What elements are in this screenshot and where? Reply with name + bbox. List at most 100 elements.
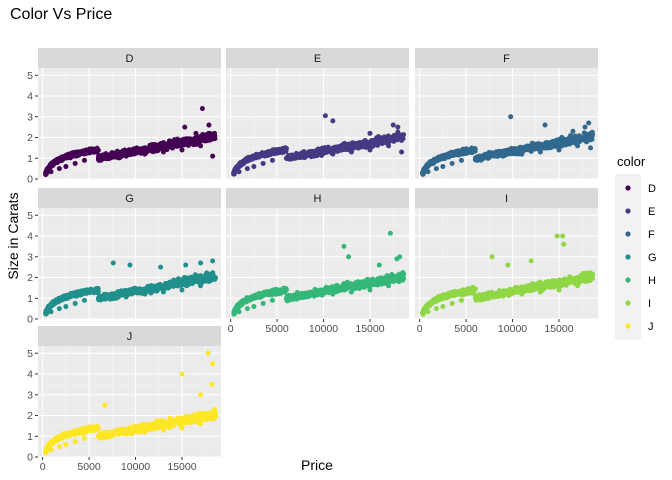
y-tick-label: 0	[27, 174, 33, 186]
point	[287, 154, 293, 160]
y-tick-label: 0	[27, 314, 33, 326]
point	[72, 300, 78, 306]
facet-panel-I: I0 5000 10000 15000	[415, 188, 598, 335]
point	[362, 138, 368, 144]
point	[142, 291, 148, 297]
point	[192, 273, 198, 279]
point	[553, 139, 559, 145]
point	[173, 142, 179, 148]
facet-strip	[38, 188, 221, 208]
facet-strip-label: D	[126, 53, 134, 65]
x-tick-label: 15000	[355, 323, 384, 335]
point	[305, 293, 311, 299]
panel-background	[226, 68, 409, 179]
point	[423, 164, 429, 170]
point	[356, 284, 362, 290]
point	[150, 148, 156, 154]
point	[212, 135, 217, 140]
point	[391, 133, 397, 139]
point	[260, 160, 266, 166]
facet-strip	[415, 48, 598, 68]
point	[240, 160, 246, 166]
point	[199, 105, 205, 111]
point	[43, 311, 49, 317]
point	[440, 164, 446, 170]
point	[399, 149, 405, 155]
point	[142, 151, 148, 157]
point	[300, 291, 306, 297]
point	[57, 156, 63, 161]
point	[236, 169, 242, 175]
point	[367, 130, 373, 136]
point	[237, 161, 243, 167]
point	[575, 143, 581, 149]
facet-panel-H: H0 5000 10000 15000	[226, 188, 409, 335]
point	[244, 166, 250, 172]
point	[123, 153, 129, 159]
point	[68, 152, 74, 158]
point	[340, 145, 346, 151]
point	[234, 165, 240, 171]
point	[586, 120, 592, 126]
x-tick-label: 0	[228, 323, 234, 335]
x-tick-label: 0	[417, 323, 423, 335]
point	[381, 280, 387, 286]
point	[341, 243, 347, 249]
point	[149, 284, 155, 290]
point	[179, 147, 185, 153]
point	[518, 146, 524, 152]
panel-background	[226, 208, 409, 319]
point	[375, 276, 381, 282]
point	[542, 141, 548, 147]
point	[210, 153, 216, 159]
facet-strip	[226, 188, 409, 208]
point	[160, 285, 166, 291]
point	[348, 142, 354, 148]
point	[548, 145, 554, 151]
point	[92, 147, 98, 153]
point	[434, 156, 440, 162]
point	[109, 154, 115, 160]
point	[237, 301, 243, 307]
point	[72, 160, 78, 166]
point	[461, 147, 467, 153]
facet-strip	[415, 188, 598, 208]
point	[181, 275, 187, 281]
panel-points	[231, 230, 407, 317]
point	[394, 137, 400, 143]
point	[387, 230, 393, 236]
point	[386, 143, 392, 149]
point	[172, 137, 178, 143]
point	[47, 162, 53, 168]
point	[251, 293, 257, 299]
point	[458, 157, 464, 163]
point	[330, 151, 336, 157]
point	[538, 142, 544, 148]
point	[322, 289, 328, 295]
y-axis-title: Size in Carats	[5, 192, 21, 279]
point	[532, 146, 538, 152]
y-tick-label: 2	[27, 272, 33, 284]
point	[123, 293, 129, 299]
point	[103, 292, 109, 298]
point	[376, 262, 382, 268]
point	[242, 299, 248, 305]
point	[570, 128, 576, 134]
point	[81, 157, 87, 163]
point	[193, 130, 199, 136]
point	[160, 289, 166, 295]
point	[486, 149, 492, 155]
y-tick-label: 1	[27, 153, 33, 165]
point	[428, 160, 434, 166]
point	[206, 132, 212, 138]
point	[198, 137, 204, 143]
x-tick-label: 5000	[265, 323, 289, 335]
point	[244, 157, 250, 163]
x-tick-label: 15000	[544, 323, 573, 335]
point	[524, 144, 530, 150]
point	[114, 148, 120, 154]
point	[206, 274, 212, 280]
point	[297, 294, 303, 300]
